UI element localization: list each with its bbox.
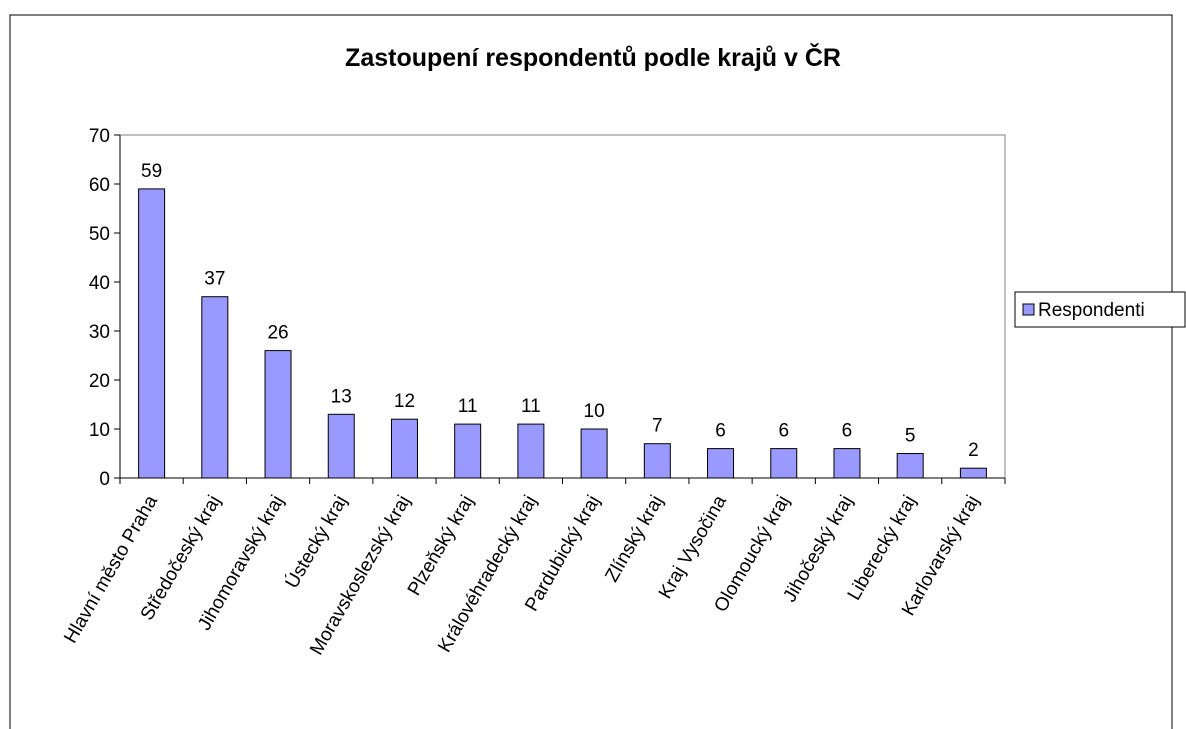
bar xyxy=(454,423,482,479)
bar xyxy=(580,428,608,479)
legend-label: Respondenti xyxy=(1038,300,1145,321)
y-tick-label: 60 xyxy=(89,175,110,196)
data-label: 12 xyxy=(394,391,415,412)
bar xyxy=(201,296,229,479)
bar xyxy=(896,453,924,479)
y-tick-label: 50 xyxy=(89,224,110,245)
bar xyxy=(390,418,418,479)
data-label: 6 xyxy=(715,421,726,442)
y-tick-label: 40 xyxy=(89,273,110,294)
data-label: 37 xyxy=(204,269,225,290)
bar xyxy=(643,443,671,479)
data-label: 59 xyxy=(141,161,162,182)
data-label: 11 xyxy=(521,396,541,417)
bar xyxy=(770,448,798,479)
data-label: 11 xyxy=(458,396,478,417)
y-tick-label: 20 xyxy=(89,371,110,392)
y-tick-label: 10 xyxy=(89,420,110,441)
bar xyxy=(264,350,292,479)
data-label: 2 xyxy=(968,440,979,461)
bar xyxy=(138,188,166,479)
bar xyxy=(707,448,735,479)
data-label: 26 xyxy=(267,323,288,344)
bar xyxy=(327,413,355,479)
y-tick-label: 0 xyxy=(99,469,110,490)
chart-title: Zastoupení respondentů podle krajů v ČR xyxy=(345,42,841,72)
data-label: 7 xyxy=(652,416,663,437)
y-tick-label: 70 xyxy=(89,126,110,147)
plot-area xyxy=(119,134,1006,479)
data-label: 13 xyxy=(331,386,352,407)
legend-box xyxy=(1014,291,1186,328)
bar xyxy=(517,423,545,479)
data-label: 6 xyxy=(842,421,853,442)
data-label: 10 xyxy=(584,401,605,422)
y-tick-label: 30 xyxy=(89,322,110,343)
bar xyxy=(833,448,861,479)
data-label: 5 xyxy=(905,426,916,447)
bar xyxy=(959,467,987,479)
legend-swatch xyxy=(1022,303,1035,316)
data-label: 6 xyxy=(778,421,789,442)
